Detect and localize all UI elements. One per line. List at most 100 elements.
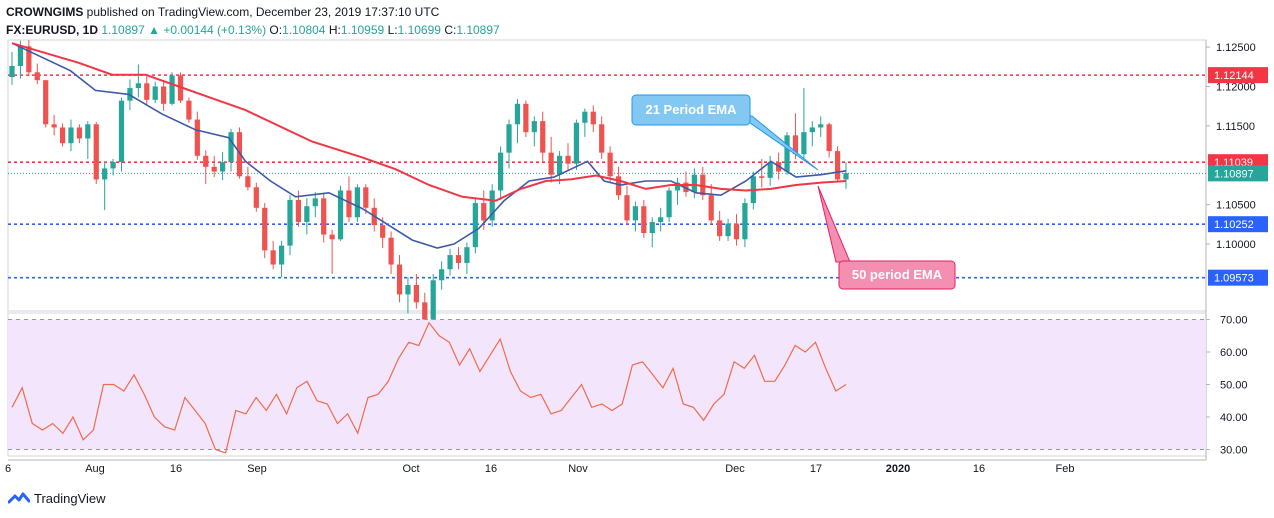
close-value: 1.10897 — [456, 23, 500, 37]
candle-body — [632, 206, 639, 221]
candle-body — [51, 124, 57, 128]
price-panel-frame — [7, 39, 1207, 312]
publisher-name[interactable]: CROWNGIMS — [6, 5, 84, 19]
candle-body — [43, 80, 49, 125]
low-label: L: — [387, 23, 398, 37]
candle-body — [826, 124, 832, 152]
candle-body — [540, 121, 546, 153]
candle-body — [68, 127, 74, 144]
candle-body — [422, 302, 428, 320]
candle-body — [641, 206, 647, 234]
candle-body — [211, 166, 217, 172]
candle-body — [801, 132, 807, 155]
candle-body — [523, 103, 529, 133]
candle-body — [388, 237, 394, 265]
tradingview-logo-icon[interactable] — [7, 490, 31, 506]
candle-body — [76, 127, 83, 139]
candle-body — [321, 198, 327, 235]
time-tick-label: 16 — [973, 463, 985, 475]
candle-body — [784, 135, 790, 172]
ohlc-line: FX:EURUSD, 1D 1.10897 ▲ +0.00144 (+0.13%… — [6, 22, 500, 38]
price-tick-label: 1.11500 — [1216, 121, 1255, 133]
last-price-tag — [1208, 165, 1268, 182]
candle-body — [556, 155, 563, 175]
level-price-label: 1.12144 — [1214, 70, 1254, 82]
time-tick-label: Aug — [85, 463, 105, 475]
candle-body — [455, 255, 462, 263]
rsi-tick-label: 70.00 — [1220, 315, 1248, 327]
time-tick-label: 17 — [810, 463, 822, 475]
candle-body — [228, 132, 234, 163]
candle-body — [413, 285, 419, 303]
candle-body — [430, 280, 436, 320]
candle-body — [615, 176, 622, 196]
ema-line — [11, 42, 847, 202]
candle-body — [506, 124, 512, 153]
candle-body — [489, 190, 495, 221]
level-price-label: 1.10252 — [1214, 219, 1254, 231]
candle-body — [245, 176, 251, 188]
rsi-tick-label: 50.00 — [1220, 380, 1248, 392]
candle-body — [607, 152, 613, 177]
candle-body — [144, 83, 150, 100]
candle-body — [34, 72, 40, 81]
candle-body — [481, 203, 487, 221]
candle-body — [514, 103, 521, 125]
price-tick-label: 1.12500 — [1216, 42, 1256, 54]
candle-body — [152, 86, 158, 100]
candle-body — [93, 124, 99, 180]
candle-body — [337, 190, 344, 240]
candle-body — [135, 83, 141, 89]
rsi-line — [11, 321, 847, 454]
last-price: 1.10897 — [101, 23, 145, 37]
candle-body — [110, 162, 116, 169]
level-price-tag — [1208, 67, 1268, 84]
candle-body — [253, 187, 259, 208]
high-value: 1.10959 — [340, 23, 385, 37]
candle-body — [405, 285, 411, 295]
candle-body — [759, 176, 765, 178]
annotation-box — [838, 260, 956, 290]
candle-body — [9, 65, 15, 78]
candle-body — [447, 255, 453, 270]
candle-body — [843, 173, 849, 180]
change-arrow-icon: ▲ — [148, 23, 160, 37]
candle-body — [691, 174, 697, 193]
candle-body — [295, 199, 302, 222]
candle-body — [573, 122, 580, 164]
candle-body — [497, 152, 504, 191]
low-value: 1.10699 — [397, 23, 441, 37]
candle-body — [396, 264, 403, 295]
rsi-tick-label: 30.00 — [1220, 445, 1248, 457]
level-price-label: 1.09573 — [1214, 273, 1254, 285]
symbol-label[interactable]: FX:EURUSD, 1D — [6, 23, 99, 37]
candle-body — [186, 100, 192, 120]
candle-body — [599, 124, 605, 153]
close-label: C: — [444, 23, 457, 37]
candle-body — [472, 203, 478, 248]
candle-body — [624, 195, 630, 221]
candle-body — [346, 190, 352, 218]
published-text: published on TradingView.com, December 2… — [86, 5, 440, 19]
candle-body — [548, 152, 554, 175]
candle-body — [565, 155, 571, 164]
ema-line — [11, 42, 847, 249]
time-tick-label: Dec — [725, 463, 745, 475]
rsi-tick-label: 40.00 — [1220, 412, 1248, 424]
candle-body — [363, 187, 369, 208]
time-tick-label: 2020 — [886, 463, 910, 475]
candle-body — [742, 203, 748, 240]
candle-body — [262, 207, 268, 251]
candle-body — [270, 250, 276, 265]
candle-body — [59, 127, 66, 144]
time-tick-label: 16 — [485, 463, 497, 475]
candle-body — [17, 46, 24, 66]
candle-body — [658, 217, 664, 222]
candle-body — [582, 111, 588, 123]
candle-body — [161, 86, 167, 104]
candle-body — [85, 124, 91, 139]
footer-brand[interactable]: TradingView — [34, 490, 106, 506]
time-tick-label: Nov — [568, 463, 588, 475]
candle-body — [674, 182, 681, 191]
